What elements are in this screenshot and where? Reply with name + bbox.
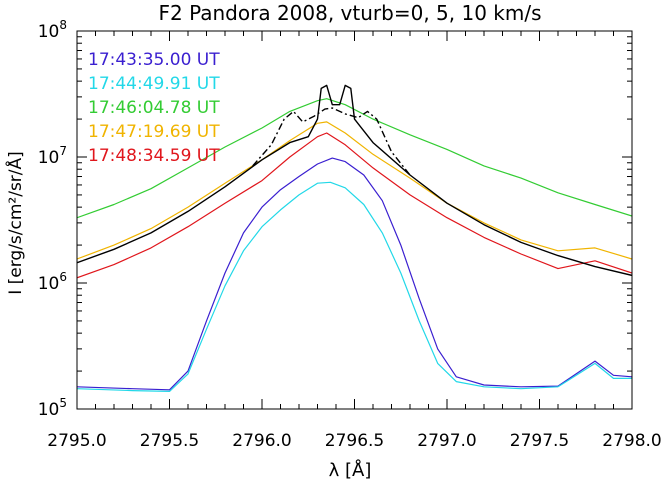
series-line-4 xyxy=(77,121,632,260)
y-axis-label: I [erg/s/cm²/sr/Å] xyxy=(4,151,26,295)
x-axis-label: λ [Å] xyxy=(329,459,372,481)
x-tick-label: 2795.5 xyxy=(140,431,199,451)
chart-title: F2 Pandora 2008, vturb=0, 5, 10 km/s xyxy=(159,1,542,25)
x-tick-label: 2796.5 xyxy=(325,431,384,451)
x-tick-label: 2795.0 xyxy=(47,431,106,451)
legend-entry-5: 17:48:34.59 UT xyxy=(88,146,220,166)
y-tick-label: 107 xyxy=(38,144,67,168)
x-tick-label: 2798.0 xyxy=(602,431,661,451)
x-tick-label: 2797.5 xyxy=(510,431,569,451)
legend: 17:43:35.00 UT 17:44:49.91 UT 17:46:04.78 … xyxy=(88,50,220,166)
y-tick-label: 106 xyxy=(38,270,67,294)
series-line-6 xyxy=(77,84,632,277)
legend-entry-2: 17:44:49.91 UT xyxy=(88,74,220,94)
y-tick-label: 108 xyxy=(38,18,67,42)
legend-entry-1: 17:43:35.00 UT xyxy=(88,50,220,70)
x-tick-label: 2797.0 xyxy=(417,431,476,451)
series-line-2 xyxy=(77,181,632,392)
y-tick-label: 105 xyxy=(38,396,67,420)
legend-entry-3: 17:46:04.78 UT xyxy=(88,98,220,118)
series-line-5 xyxy=(77,132,632,279)
series-line-3 xyxy=(77,98,632,219)
series-line-1 xyxy=(77,157,632,391)
legend-entry-4: 17:47:19.69 UT xyxy=(88,122,220,142)
plot-area xyxy=(77,84,632,392)
x-tick-label: 2796.0 xyxy=(232,431,291,451)
axes: 2795.0 2795.5 2796.0 2796.5 2797.0 2797.5 2798… xyxy=(38,18,662,451)
series-line-7 xyxy=(252,107,411,176)
